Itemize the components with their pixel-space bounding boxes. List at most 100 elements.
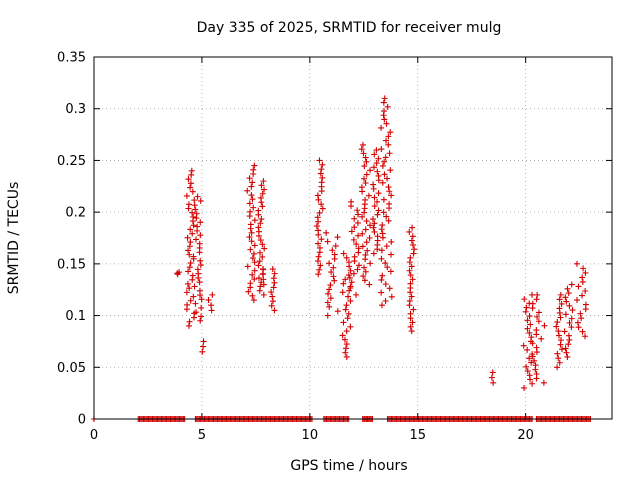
data-point (271, 270, 278, 277)
data-point (559, 346, 566, 353)
data-point (324, 312, 331, 319)
data-point (582, 301, 589, 308)
data-point (362, 179, 369, 186)
data-point (187, 297, 194, 304)
data-point (330, 264, 337, 271)
data-point (249, 271, 256, 278)
data-point (362, 268, 369, 275)
data-point (409, 233, 416, 240)
data-point (257, 237, 264, 244)
data-point (251, 276, 258, 283)
data-point (371, 220, 378, 227)
data-point (192, 206, 199, 213)
data-point (568, 315, 575, 322)
data-point (566, 319, 573, 326)
data-point (348, 198, 355, 205)
data-point (257, 283, 264, 290)
data-point (409, 319, 416, 326)
data-point (529, 291, 536, 298)
data-point (370, 250, 377, 257)
y-tick-label: 0.15 (57, 257, 86, 272)
data-point (378, 276, 385, 283)
data-point (355, 232, 362, 239)
data-point (373, 160, 380, 167)
y-tick-label: 0 (78, 413, 86, 428)
data-point (410, 250, 417, 257)
data-point (245, 288, 252, 295)
y-tick-label: 0.2 (65, 206, 86, 221)
data-point (371, 151, 378, 158)
data-point (197, 197, 204, 204)
data-point (196, 287, 203, 294)
data-point (366, 281, 373, 288)
data-point (186, 318, 193, 325)
data-point (385, 133, 392, 140)
data-point (340, 250, 347, 257)
data-point (261, 186, 268, 193)
data-point (339, 289, 346, 296)
data-point (379, 162, 386, 169)
x-tick-label: 15 (409, 428, 426, 443)
y-tick-label: 0.1 (65, 309, 86, 324)
data-point (255, 207, 262, 214)
data-point (185, 268, 192, 275)
data-point (250, 297, 257, 304)
data-point (381, 171, 388, 178)
data-point (189, 209, 196, 216)
data-point (246, 175, 253, 182)
data-point (343, 254, 350, 261)
data-point (318, 201, 325, 208)
data-point (184, 234, 191, 241)
data-point (345, 272, 352, 279)
data-point (342, 276, 349, 283)
data-point (343, 328, 350, 335)
data-point (268, 302, 275, 309)
data-point (380, 209, 387, 216)
data-point (367, 167, 374, 174)
data-point (185, 201, 192, 208)
data-point (387, 268, 394, 275)
data-point (386, 285, 393, 292)
data-point (197, 262, 204, 269)
data-point (198, 304, 205, 311)
data-point (578, 315, 585, 322)
data-point (348, 279, 355, 286)
data-point (533, 296, 540, 303)
data-point (568, 324, 575, 331)
data-point (410, 306, 417, 313)
data-point (342, 306, 349, 313)
data-point (209, 291, 216, 298)
x-axis-title: GPS time / hours (290, 458, 407, 474)
data-point (385, 184, 392, 191)
data-point (359, 141, 366, 148)
data-point (388, 293, 395, 300)
data-point (366, 235, 373, 241)
data-point (360, 150, 367, 157)
data-point (379, 230, 386, 237)
data-point (260, 291, 267, 298)
data-point (556, 296, 563, 303)
grid-layer (94, 57, 612, 419)
data-point (408, 263, 415, 270)
data-point (193, 236, 200, 243)
data-point (359, 243, 366, 250)
data-point (407, 254, 414, 261)
data-point (268, 289, 275, 296)
data-point (244, 263, 251, 270)
data-point (407, 310, 414, 317)
data-point (409, 224, 416, 231)
data-point (247, 280, 254, 287)
data-point (258, 182, 265, 189)
data-point (555, 328, 562, 335)
data-point (386, 200, 393, 207)
data-point (382, 154, 389, 161)
data-point (327, 282, 334, 289)
data-point (370, 216, 377, 223)
data-point (324, 299, 331, 306)
data-point (382, 298, 389, 305)
data-point (489, 369, 496, 376)
data-point (342, 345, 349, 352)
data-point (257, 249, 264, 256)
data-point (363, 158, 370, 165)
data-point (317, 170, 324, 177)
